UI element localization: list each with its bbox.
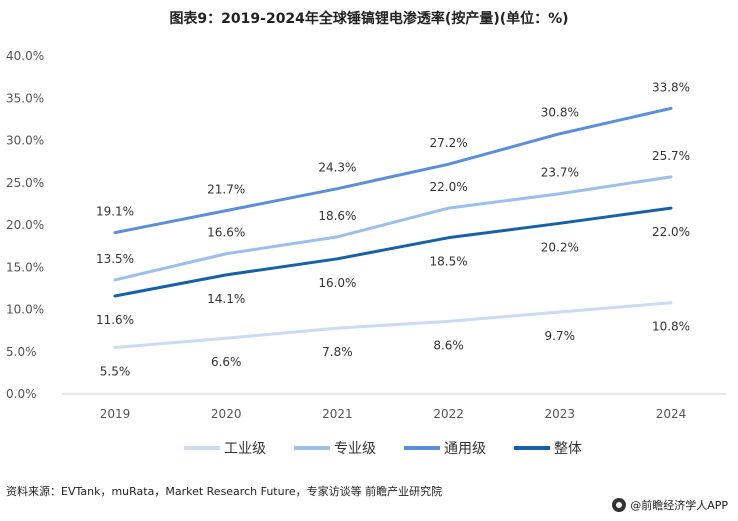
series-group bbox=[113, 106, 673, 350]
x-tick-label: 2019 bbox=[100, 407, 131, 421]
x-tick-label: 2024 bbox=[656, 407, 687, 421]
brand-credit: @前瞻经济学人APP bbox=[612, 497, 728, 513]
brand-logo-icon bbox=[612, 498, 627, 512]
source-note: 资料来源：EVTank，muRata，Market Research Futur… bbox=[6, 485, 443, 498]
data-label: 14.1% bbox=[207, 292, 245, 306]
y-tick-label: 0.0% bbox=[6, 387, 37, 401]
data-label: 6.6% bbox=[211, 355, 242, 369]
data-label: 20.2% bbox=[541, 240, 579, 254]
data-label: 23.7% bbox=[541, 166, 579, 180]
x-axis: 2019 2020 2021 2022 2023 2024 bbox=[62, 393, 726, 421]
data-label: 19.1% bbox=[96, 205, 134, 219]
legend: 工业级 专业级 通用级 整体 bbox=[184, 441, 582, 457]
data-label: 22.0% bbox=[430, 180, 468, 194]
data-label: 16.0% bbox=[318, 276, 356, 290]
y-axis: 0.0% 5.0% 10.0% 15.0% 20.0% 25.0% 30.0% 35.0% 40… bbox=[6, 49, 44, 401]
data-label: 18.5% bbox=[430, 255, 468, 269]
chart-title: 图表9：2019-2024年全球锤镐锂电渗透率(按产量)(单位：%) bbox=[169, 11, 569, 27]
y-tick-label: 15.0% bbox=[6, 260, 44, 274]
series-line bbox=[113, 175, 673, 282]
y-tick-label: 20.0% bbox=[6, 218, 44, 232]
series-line bbox=[113, 206, 673, 298]
y-tick-label: 35.0% bbox=[6, 91, 44, 105]
data-label: 5.5% bbox=[100, 365, 131, 379]
data-label: 27.2% bbox=[430, 136, 468, 150]
data-label: 13.5% bbox=[96, 252, 134, 266]
data-label: 11.6% bbox=[96, 313, 134, 327]
data-label: 25.7% bbox=[652, 149, 690, 163]
data-label: 16.6% bbox=[207, 226, 245, 240]
legend-label: 通用级 bbox=[444, 441, 486, 457]
data-label: 7.8% bbox=[322, 345, 353, 359]
data-label: 21.7% bbox=[207, 183, 245, 197]
brand-text: @前瞻经济学人APP bbox=[630, 499, 728, 512]
y-tick-label: 30.0% bbox=[6, 134, 44, 148]
y-tick-label: 5.0% bbox=[6, 345, 37, 359]
x-tick-label: 2020 bbox=[211, 407, 242, 421]
legend-label: 工业级 bbox=[224, 441, 266, 457]
data-label: 18.6% bbox=[318, 209, 356, 223]
x-tick-label: 2023 bbox=[545, 407, 576, 421]
data-label: 9.7% bbox=[545, 329, 576, 343]
y-tick-label: 25.0% bbox=[6, 176, 44, 190]
series-line bbox=[113, 106, 673, 235]
y-tick-label: 40.0% bbox=[6, 49, 44, 63]
legend-label: 专业级 bbox=[334, 441, 376, 457]
data-label: 10.8% bbox=[652, 320, 690, 334]
data-labels: 5.5% 6.6% 7.8% 8.6% 9.7% 10.8% 13.5% 16.6% 18.6%… bbox=[96, 80, 690, 378]
legend-label: 整体 bbox=[554, 441, 582, 457]
data-label: 8.6% bbox=[433, 338, 464, 352]
data-label: 22.0% bbox=[652, 225, 690, 239]
x-tick-label: 2022 bbox=[433, 407, 464, 421]
y-tick-label: 10.0% bbox=[6, 303, 44, 317]
data-label: 30.8% bbox=[541, 106, 579, 120]
data-label: 24.3% bbox=[318, 161, 356, 175]
x-tick-label: 2021 bbox=[322, 407, 353, 421]
data-label: 33.8% bbox=[652, 80, 690, 94]
series-line bbox=[113, 301, 673, 350]
